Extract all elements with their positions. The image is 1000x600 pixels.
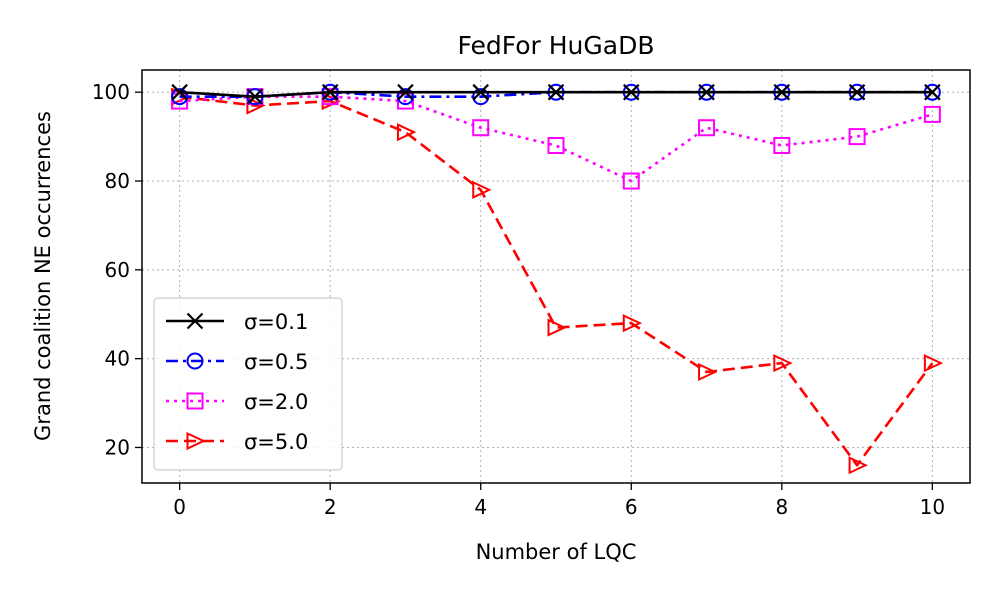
data-point xyxy=(848,128,866,146)
y-axis-label: Grand coalition NE occurrences xyxy=(31,111,55,441)
legend-item: σ=0.5 xyxy=(166,350,308,374)
x-tick-label: 2 xyxy=(324,495,337,519)
x-tick-label: 4 xyxy=(474,495,487,519)
data-point xyxy=(171,88,189,106)
data-point xyxy=(397,83,414,101)
data-point xyxy=(622,314,643,333)
y-tick-label: 20 xyxy=(105,435,130,459)
x-tick-label: 10 xyxy=(920,495,945,519)
legend-box xyxy=(153,297,343,471)
legend-marker xyxy=(186,312,204,330)
data-point xyxy=(924,83,941,101)
data-point xyxy=(622,172,640,190)
y-tick-label: 100 xyxy=(92,80,130,104)
data-point xyxy=(472,88,490,106)
legend-marker xyxy=(186,431,206,451)
data-point xyxy=(698,119,716,137)
data-point xyxy=(396,88,414,106)
data-point xyxy=(396,123,417,142)
legend-label: σ=0.5 xyxy=(244,350,308,374)
series-line xyxy=(179,95,934,467)
data-point xyxy=(472,119,490,137)
data-point xyxy=(848,456,868,475)
y-tick-label: 60 xyxy=(105,258,130,282)
y-tick-label: 40 xyxy=(105,347,130,371)
data-point xyxy=(547,83,565,101)
legend-label: σ=2.0 xyxy=(244,390,308,414)
legend-item: σ=2.0 xyxy=(166,390,308,414)
data-point xyxy=(848,83,866,101)
legend-label: σ=5.0 xyxy=(244,430,308,454)
data-point xyxy=(321,83,339,101)
data-point xyxy=(923,354,944,373)
data-point xyxy=(923,105,941,123)
data-point xyxy=(698,362,718,382)
data-point xyxy=(773,83,791,101)
data-point xyxy=(246,88,264,105)
data-point xyxy=(472,180,492,199)
legend-label: σ=0.1 xyxy=(244,310,308,334)
legend-marker xyxy=(186,352,204,370)
data-point xyxy=(547,136,565,154)
ticks: 0 2 4 6 8 10 20 40 60 80 100 xyxy=(92,80,945,519)
chart-title: FedFor HuGaDB xyxy=(457,31,654,60)
plot-frame xyxy=(141,69,971,484)
legend-item: σ=0.1 xyxy=(166,310,308,334)
data-point xyxy=(547,318,567,337)
y-tick-label: 80 xyxy=(105,169,130,193)
series-1 xyxy=(171,83,941,105)
x-tick-label: 0 xyxy=(173,495,186,519)
data-point xyxy=(698,83,715,101)
legend-item: σ=5.0 xyxy=(166,430,308,454)
legend-marker xyxy=(186,392,204,410)
data-point xyxy=(773,354,793,373)
data-point xyxy=(773,136,791,154)
data-point xyxy=(171,83,188,101)
series-layer xyxy=(171,83,944,475)
x-tick-label: 6 xyxy=(625,495,638,519)
legend: σ=0.1 σ=0.5 σ=2.0 σ=5.0 xyxy=(153,297,343,471)
data-point xyxy=(246,96,266,115)
data-point xyxy=(622,83,640,101)
x-tick-label: 8 xyxy=(775,495,788,519)
data-point xyxy=(472,83,490,101)
data-point xyxy=(321,88,339,106)
x-axis-label: Number of LQC xyxy=(476,540,637,564)
